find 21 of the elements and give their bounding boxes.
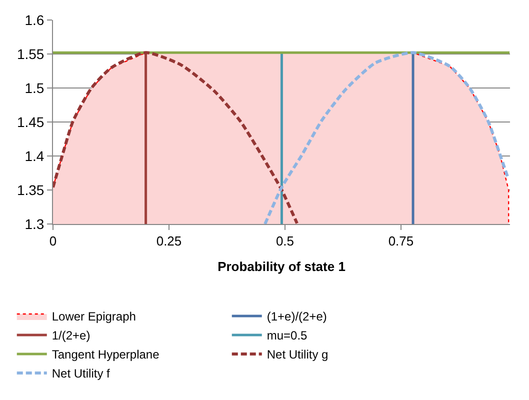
x-axis-title: Probability of state 1 — [218, 259, 346, 274]
legend-label: Tangent Hyperplane — [52, 348, 160, 362]
line-series — [264, 51, 510, 224]
legend-label: mu=0.5 — [266, 328, 308, 343]
x-tick-label: 0.75 — [388, 234, 414, 249]
legend-label: Net Utility g — [266, 348, 328, 362]
y-tick-label: 1.35 — [16, 182, 44, 198]
legend-label: (1+e)/(2+e) — [266, 310, 327, 324]
legend-label: Lower Epigraph — [52, 310, 136, 324]
legend-label: Net Utility f — [52, 366, 111, 381]
y-tick-label: 1.55 — [16, 46, 44, 62]
y-tick-label: 1.6 — [24, 12, 44, 28]
line-series — [53, 51, 299, 224]
y-tick-label: 1.3 — [24, 216, 44, 232]
y-tick-label: 1.4 — [24, 148, 44, 164]
y-tick-label: 1.5 — [24, 80, 44, 96]
x-tick-label: 0 — [49, 234, 57, 249]
y-tick-label: 1.45 — [16, 114, 44, 130]
x-tick-label: 0.5 — [276, 234, 294, 249]
legend-label: 1/(2+e) — [52, 328, 90, 343]
x-tick-label: 0.25 — [156, 234, 182, 249]
